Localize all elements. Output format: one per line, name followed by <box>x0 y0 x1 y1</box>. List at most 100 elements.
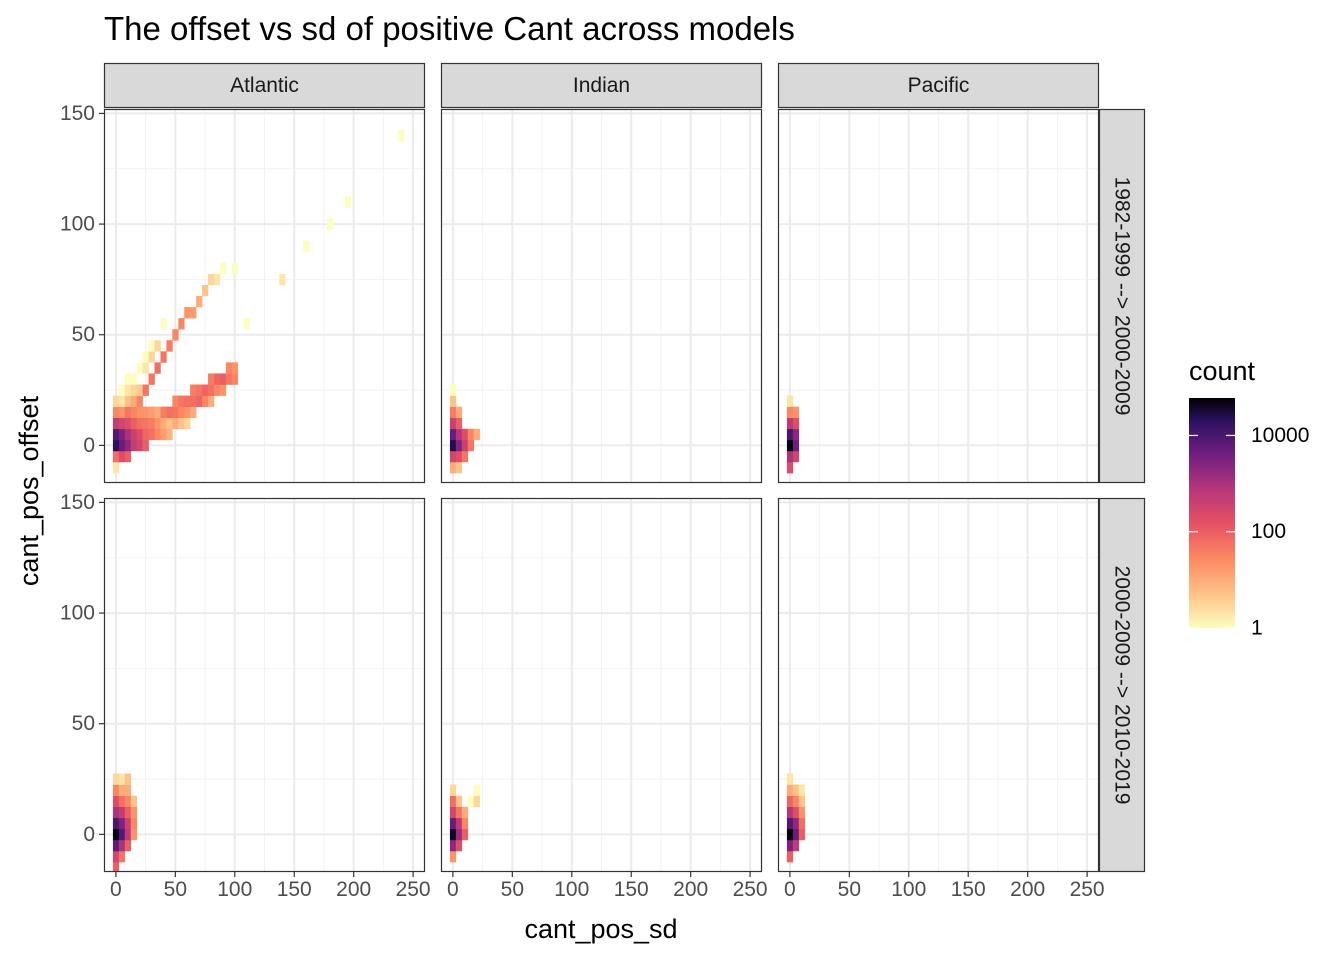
y-tick-label: 100 <box>60 213 95 236</box>
heatmap-tile <box>231 362 239 374</box>
panel-border <box>777 497 1100 873</box>
heatmap-tile <box>190 384 197 396</box>
heatmap-tiles <box>449 384 480 474</box>
heatmap-tile <box>160 351 167 363</box>
heatmap-tile <box>208 395 215 407</box>
heatmap-tile <box>118 806 126 819</box>
column-strip-background <box>440 62 763 109</box>
heatmap-tile <box>118 784 126 796</box>
x-tick-label: 250 <box>396 878 431 901</box>
heatmap-tile <box>461 828 469 841</box>
heatmap-tile <box>455 406 463 419</box>
x-tick-label: 0 <box>110 878 122 901</box>
heatmap-tile <box>124 828 132 841</box>
heatmap-tile <box>473 795 480 808</box>
heatmap-tile <box>196 296 203 308</box>
heatmap-tile <box>196 384 203 396</box>
heatmap-tile <box>112 839 120 852</box>
heatmap-tile <box>142 428 149 441</box>
y-tick-label: 0 <box>83 434 95 457</box>
x-tick-label: 100 <box>891 878 926 901</box>
heatmap-tile <box>178 318 185 330</box>
heatmap-tile <box>213 384 221 396</box>
heatmap-tile <box>792 417 800 430</box>
x-tick-label: 150 <box>614 878 649 901</box>
x-tick-label: 150 <box>951 878 986 901</box>
heatmap-tile <box>154 406 161 419</box>
heatmap-tile <box>112 795 120 808</box>
heatmap-tile <box>124 384 132 396</box>
y-tick-label: 150 <box>60 102 95 125</box>
heatmap-tile <box>786 406 794 419</box>
heatmap-tile <box>449 795 457 808</box>
heatmap-tile <box>798 784 806 796</box>
x-tick-label: 200 <box>673 878 708 901</box>
x-tick-label: 150 <box>277 878 312 901</box>
heatmap-tile <box>786 806 794 819</box>
heatmap-tile <box>112 428 120 441</box>
heatmap-tile <box>792 428 800 441</box>
heatmap-tile <box>112 450 120 463</box>
panel-pacific-row-1 <box>777 108 1100 484</box>
x-axis-title: cant_pos_sd <box>524 914 677 944</box>
heatmap-tile <box>213 273 221 286</box>
heatmap-tile <box>449 417 457 430</box>
column-strip-label: Pacific <box>908 74 970 97</box>
heatmap-tile <box>112 439 120 452</box>
heatmap-tile <box>279 273 286 286</box>
heatmap-tile <box>190 395 197 407</box>
heatmap-tile <box>136 417 143 430</box>
x-tick-label: 50 <box>501 878 524 901</box>
heatmap-tile <box>786 839 794 852</box>
heatmap-tile <box>449 395 457 407</box>
heatmap-tile <box>136 395 143 407</box>
y-tick-label: 0 <box>83 823 95 846</box>
heatmap-tile <box>786 795 794 808</box>
heatmap-tile <box>172 417 179 430</box>
heatmap-tile <box>449 384 457 396</box>
heatmap-tiles <box>112 130 405 474</box>
y-tick-label: 50 <box>72 712 95 735</box>
heatmap-tile <box>124 773 132 785</box>
heatmap-tile <box>118 850 126 863</box>
heatmap-tile <box>124 406 132 419</box>
heatmap-tile <box>130 384 137 396</box>
column-strip-label: Atlantic <box>230 74 299 97</box>
heatmap-tile <box>461 428 469 441</box>
legend-label: 100 <box>1251 520 1286 543</box>
heatmap-tile <box>136 406 143 419</box>
color-legend: count 1 100 10000 <box>1189 356 1309 640</box>
panel-border <box>103 497 426 873</box>
heatmap-tile <box>786 828 794 841</box>
heatmap-tile <box>219 373 227 385</box>
heatmap-tile <box>172 329 179 341</box>
heatmap-tile <box>786 784 794 796</box>
heatmap-tile <box>124 784 132 796</box>
heatmap-tile <box>449 839 457 852</box>
heatmap-tile <box>792 795 800 808</box>
heatmap-tile <box>118 828 126 841</box>
heatmap-tile <box>202 384 209 396</box>
heatmap-tiles <box>786 773 806 863</box>
heatmap-tile <box>449 428 457 441</box>
heatmap-tile <box>461 817 469 830</box>
heatmap-tile <box>124 439 132 452</box>
heatmap-tile <box>166 428 173 441</box>
heatmap-tile <box>449 450 457 463</box>
x-tick-label: 0 <box>447 878 459 901</box>
x-tick-label: 50 <box>164 878 187 901</box>
heatmap-tile <box>178 417 185 430</box>
y-axis-title: cant_pos_offset <box>14 395 44 586</box>
row-strip-label: 2000-2009 --> 2010-2019 <box>1111 566 1134 805</box>
y-axes: 0 50 100 150 0 50 100 150 <box>60 102 104 846</box>
heatmap-tile <box>112 406 120 419</box>
heatmap-tile <box>202 284 209 297</box>
column-strip-pacific: Pacific <box>777 62 1100 109</box>
heatmap-tile <box>118 795 126 808</box>
heatmap-tile <box>449 784 457 796</box>
heatmap-tile <box>118 417 126 430</box>
heatmap-tile <box>455 817 463 830</box>
legend-label: 1 <box>1251 617 1263 640</box>
panel-border <box>440 497 763 873</box>
heatmap-tile <box>130 817 137 830</box>
